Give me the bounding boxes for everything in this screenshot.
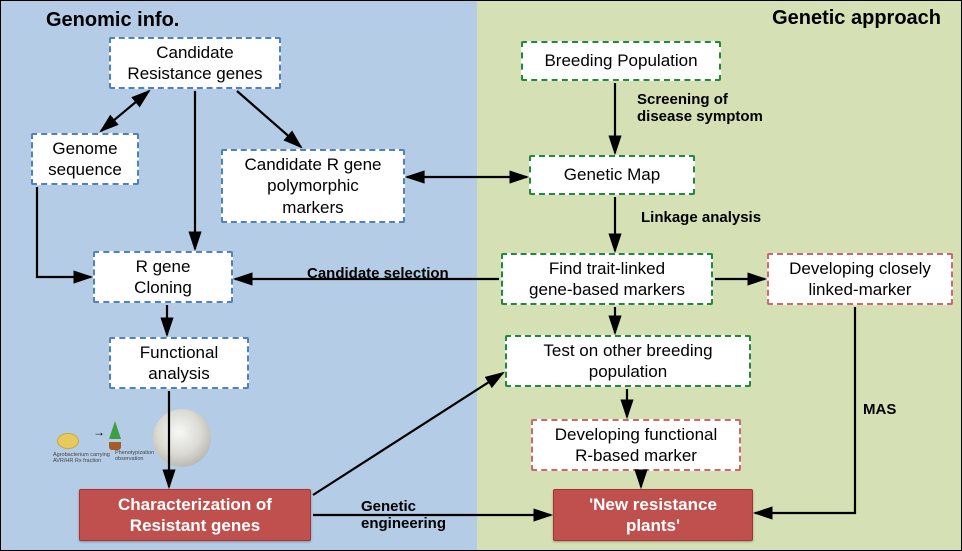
node-characterization: Characterization ofResistant genes: [79, 489, 311, 541]
node-test-other-population: Test on other breedingpopulation: [505, 335, 751, 387]
node-new-resistance: 'New resistanceplants': [553, 489, 753, 541]
node-candidate-poly-markers: Candidate R genepolymorphicmarkers: [221, 149, 405, 223]
label-candidate-sel: Candidate selection: [307, 265, 449, 282]
node-develop-closely-linked: Developing closelylinked-marker: [767, 253, 953, 305]
node-r-gene-cloning: R geneCloning: [93, 251, 233, 303]
node-trait-linked-markers: Find trait-linkedgene-based markers: [501, 253, 713, 305]
node-breeding-population: Breeding Population: [521, 41, 721, 81]
label-linkage: Linkage analysis: [641, 209, 761, 226]
node-candidate-resistance: CandidateResistance genes: [109, 37, 281, 89]
node-genome-sequence: Genomesequence: [31, 133, 139, 185]
header-genomic: Genomic info.: [46, 9, 179, 32]
functional-analysis-illustration: → Agrobacterium carrying AVR/HR Rx fract…: [53, 403, 253, 473]
node-develop-functional-marker: Developing functionalR-based marker: [531, 419, 741, 471]
label-genetic-eng: Geneticengineering: [361, 499, 446, 532]
node-genetic-map: Genetic Map: [529, 155, 695, 195]
label-mas: MAS: [863, 401, 896, 418]
node-functional-analysis: Functionalanalysis: [109, 337, 249, 389]
header-genetic: Genetic approach: [772, 7, 941, 30]
label-screening: Screening ofdisease symptom: [637, 91, 763, 125]
